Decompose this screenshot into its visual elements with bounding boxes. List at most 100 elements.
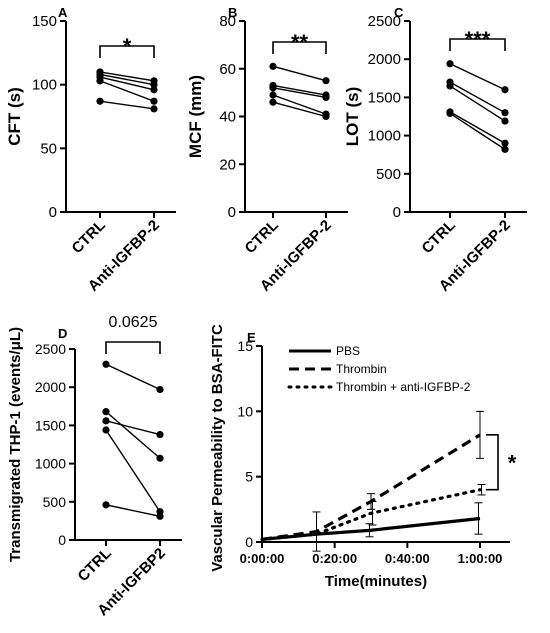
x-axis-label: Time(minutes)	[325, 573, 427, 590]
x-tick-label: CTRL	[69, 217, 109, 257]
data-point	[446, 60, 454, 68]
panel-letter: A	[58, 5, 68, 20]
subject-line	[99, 73, 155, 86]
significance-bracket	[449, 38, 506, 51]
subject-line	[105, 504, 161, 518]
y-tick-label: 0	[49, 204, 57, 221]
data-point	[96, 97, 104, 105]
data-point	[501, 145, 509, 153]
data-point	[156, 454, 164, 462]
significance-bracket	[99, 45, 155, 58]
significance-label: **	[291, 30, 309, 55]
x-tick-label: CTRL	[419, 217, 459, 257]
subject-line	[449, 112, 506, 150]
subject-line	[99, 76, 155, 91]
y-axis-label: Transmigrated THP-1 (events/μL)	[7, 327, 24, 562]
subject-line	[449, 81, 506, 114]
y-axis-label: CFT (s)	[5, 87, 24, 146]
panel-c: C05001000150020002500CTRLAnti-IGFBP-2LOT…	[343, 5, 527, 295]
y-tick-label: 50	[40, 140, 57, 157]
x-tick-label: 1:00:00	[458, 551, 503, 566]
data-point	[446, 82, 454, 90]
panel-e: E 0 5 10 15 0:00:00 0:20:00 0:40:00 1:00:00 Time(…	[209, 324, 517, 590]
data-point	[322, 93, 330, 101]
x-tick-label: 0:00:00	[240, 551, 285, 566]
data-point	[501, 86, 509, 94]
subject-line	[449, 63, 506, 91]
legend-label: PBS	[336, 344, 360, 358]
data-point	[150, 81, 158, 89]
y-tick-label: 80	[219, 13, 236, 30]
subject-line	[272, 101, 327, 118]
data-point	[150, 86, 158, 94]
panel-letter: D	[58, 326, 67, 341]
y-tick-label: 15	[237, 338, 253, 354]
significance-label: *	[123, 34, 132, 59]
y-tick-label: 1500	[35, 417, 66, 433]
subject-line	[105, 420, 161, 436]
series-line-thrombin	[261, 433, 481, 541]
significance-label: ***	[465, 27, 491, 52]
panel-letter: C	[394, 5, 404, 20]
data-point	[269, 91, 277, 99]
x-tick-label: 0:40:00	[385, 551, 430, 566]
data-point	[102, 501, 110, 509]
data-point	[446, 109, 454, 118]
series-line-thrombin-anti-igfbp-2	[260, 488, 482, 541]
y-tick-label: 0	[245, 534, 253, 550]
significance-bracket	[486, 434, 499, 491]
y-tick-label: 2500	[368, 13, 401, 30]
data-point	[102, 408, 110, 416]
subject-line	[105, 411, 161, 459]
y-tick-label: 0	[58, 532, 66, 548]
data-point	[156, 430, 164, 439]
x-tick-label: CTRL	[242, 217, 282, 257]
data-point	[501, 117, 509, 125]
subject-line	[99, 80, 155, 102]
y-tick-label: 1500	[368, 89, 401, 106]
data-point	[150, 97, 158, 105]
y-tick-label: 40	[219, 109, 236, 126]
y-axis-label: Vascular Permeability to BSA-FITC	[209, 324, 226, 572]
x-tick-label: CTRL	[75, 545, 115, 585]
y-tick-label: 1000	[368, 128, 401, 145]
subject-line	[99, 71, 155, 82]
y-tick-label: 500	[376, 166, 401, 183]
subject-line	[449, 111, 506, 144]
x-tick-label: 0:20:00	[312, 551, 357, 566]
subject-line	[272, 65, 327, 82]
data-point	[501, 109, 509, 117]
panel-letter: B	[228, 5, 237, 20]
data-point	[501, 139, 509, 147]
data-point	[156, 385, 164, 394]
y-tick-label: 2000	[368, 51, 401, 68]
significance-label: *	[508, 450, 517, 475]
data-point	[269, 84, 277, 92]
data-point	[96, 77, 104, 85]
data-point	[102, 426, 110, 434]
significance-bracket	[105, 341, 161, 354]
y-tick-label: 100	[32, 77, 57, 94]
legend-label: Thrombin	[336, 362, 387, 376]
subject-line	[105, 363, 161, 391]
data-point	[156, 512, 164, 520]
significance-label: 0.0625	[109, 314, 158, 331]
y-tick-label: 500	[43, 494, 67, 510]
y-tick-label: 60	[219, 61, 236, 78]
subject-line	[272, 84, 327, 96]
y-tick-label: 0	[228, 204, 236, 221]
data-point	[150, 105, 158, 113]
y-tick-label: 1000	[35, 456, 66, 472]
significance-bracket	[272, 41, 327, 54]
y-tick-label: 0	[393, 204, 401, 221]
y-tick-label: 2000	[35, 379, 66, 395]
y-axis-label: LOT (s)	[343, 87, 362, 147]
data-point	[322, 77, 330, 85]
subject-line	[99, 100, 155, 110]
subject-line	[272, 94, 327, 115]
data-point	[269, 62, 277, 70]
